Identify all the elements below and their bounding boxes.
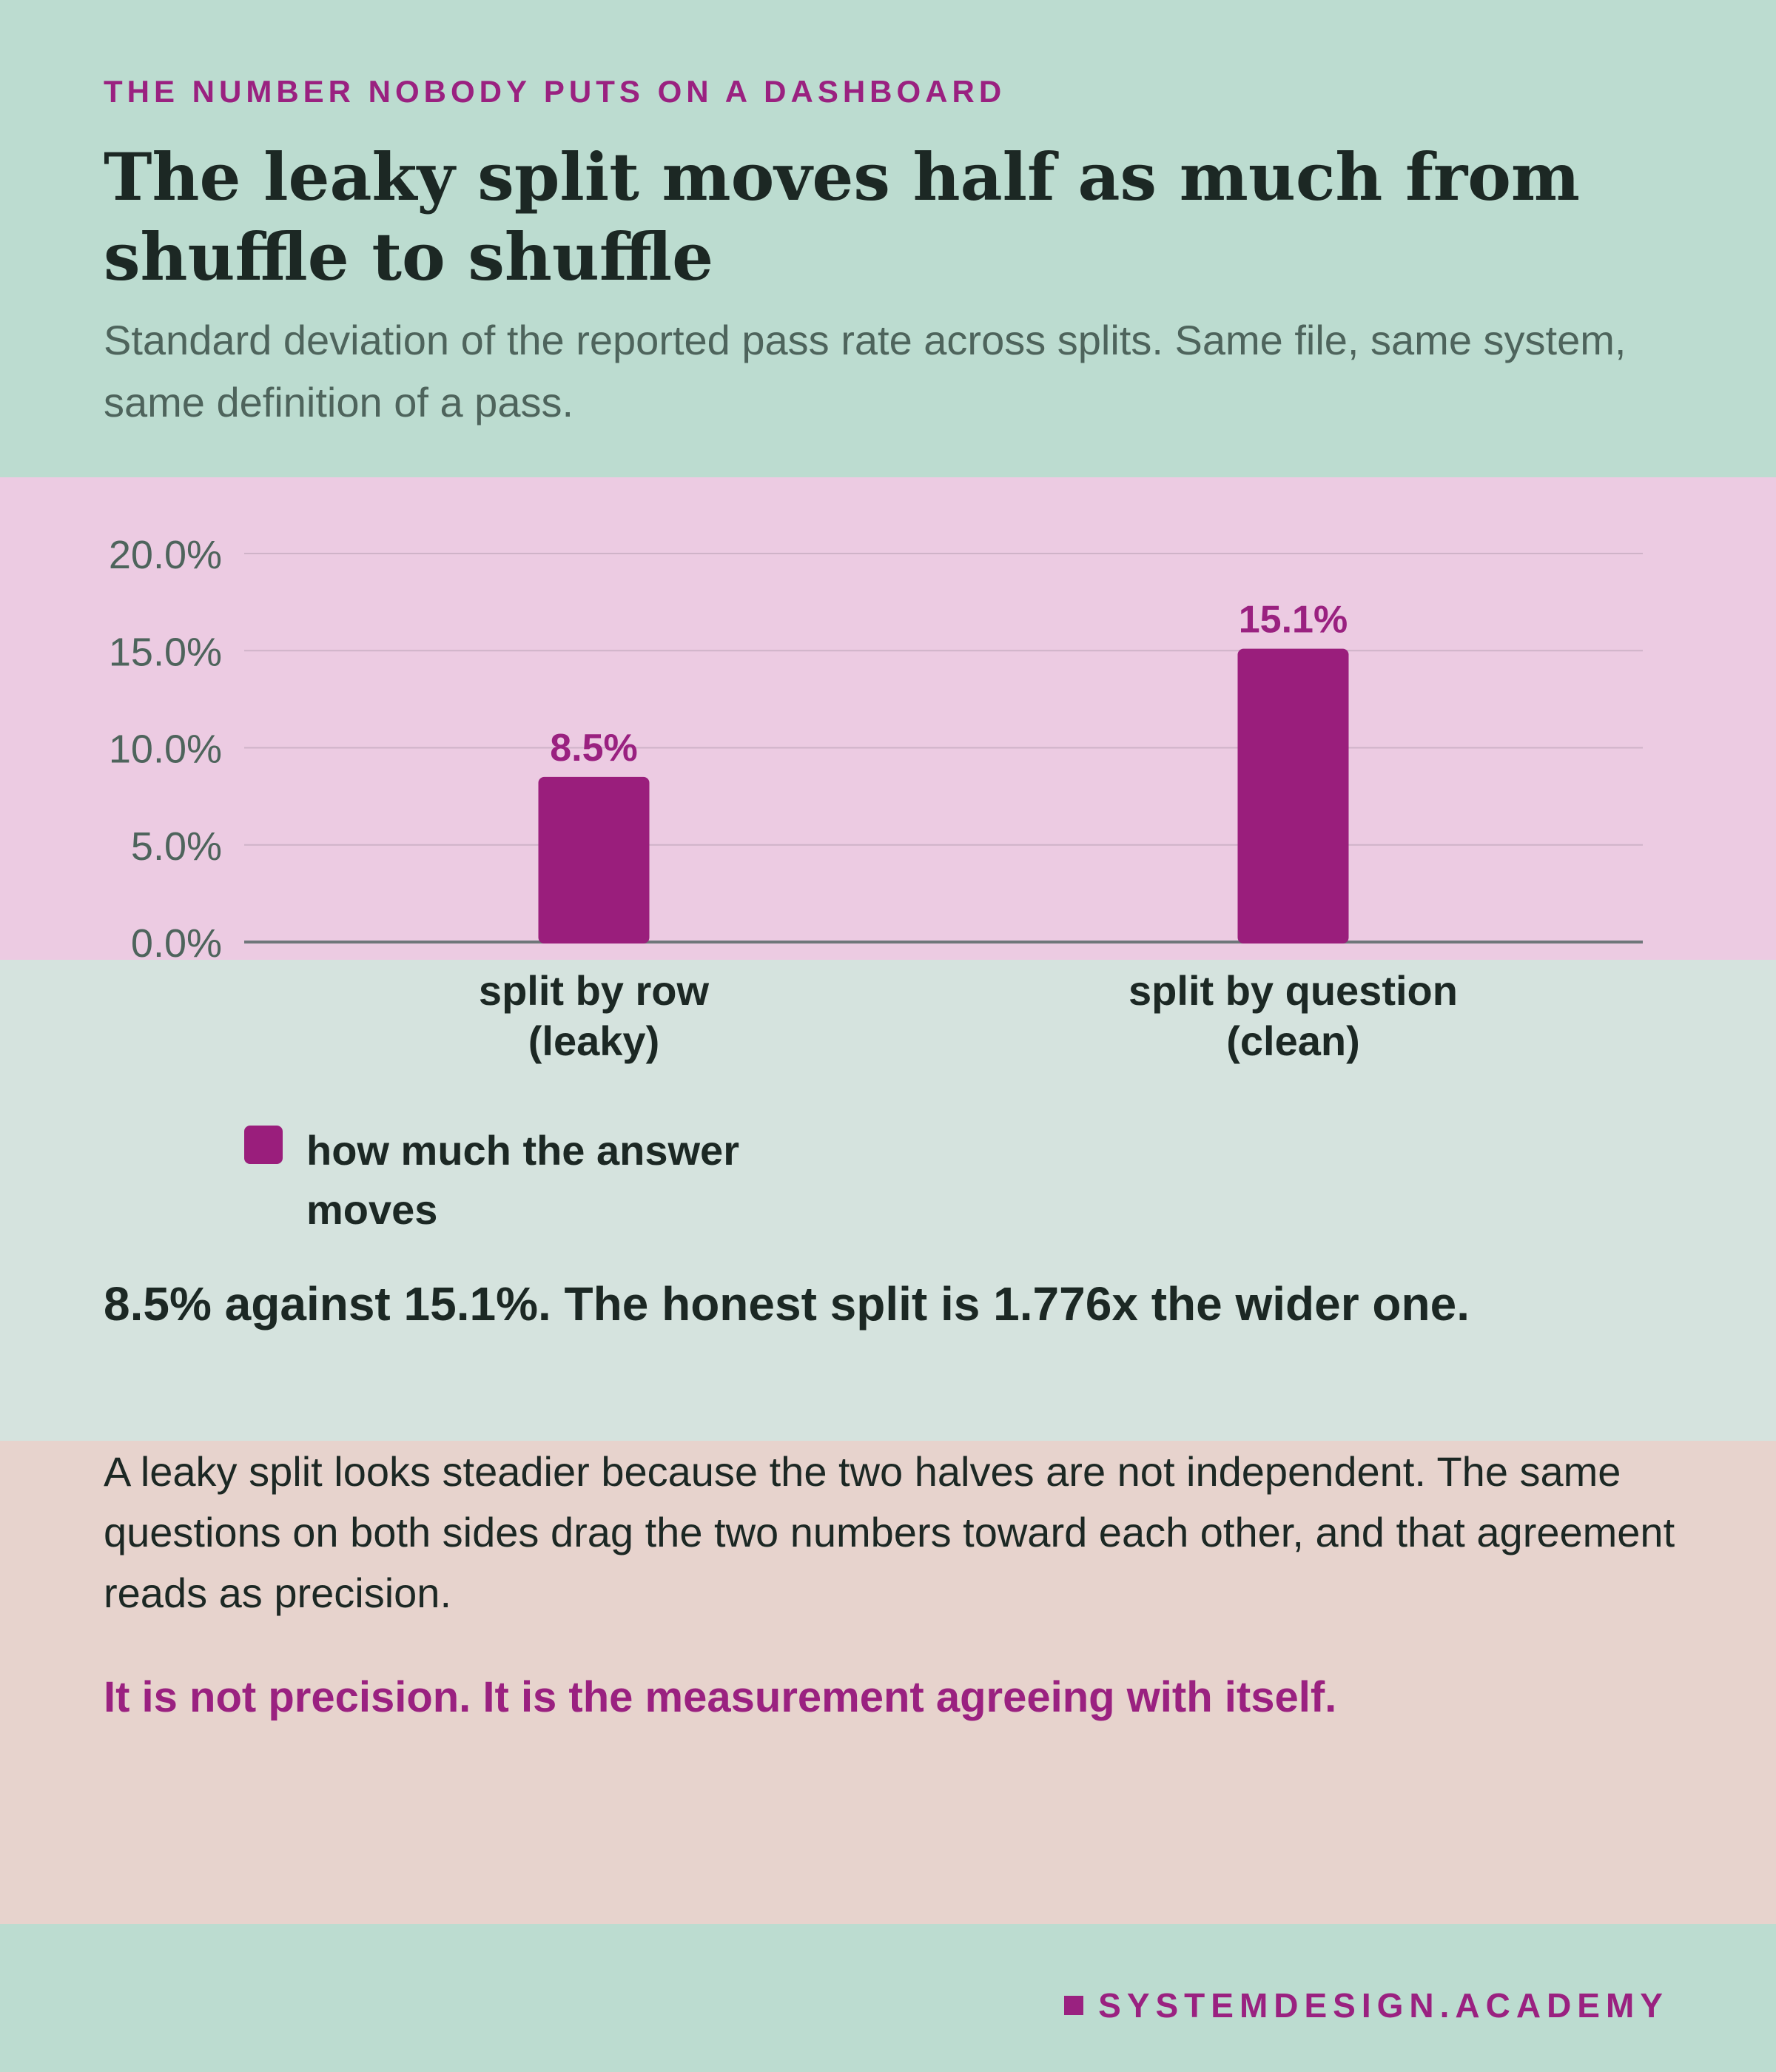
x-category-label: (leaky) <box>528 1018 659 1064</box>
punchline: It is not precision. It is the measureme… <box>104 1673 1337 1721</box>
kicker: THE NUMBER NOBODY PUTS ON A DASHBOARD <box>104 74 1006 109</box>
y-tick-label: 20.0% <box>109 533 222 577</box>
body-text: A leaky split looks steadier because the… <box>104 1448 1675 1616</box>
legend-swatch <box>244 1126 283 1164</box>
bar <box>1237 648 1349 944</box>
legend-band <box>0 960 1776 1441</box>
y-tick-label: 0.0% <box>131 921 222 966</box>
footer-brand: SYSTEMDESIGN.ACADEMY <box>1098 1986 1669 2025</box>
x-category-label: (clean) <box>1226 1018 1360 1064</box>
legend: how much the answer moves <box>244 1121 869 1240</box>
chart-subtitle: Standard deviation of the reported pass … <box>104 317 1627 426</box>
bar-chart: 0.0%5.0%10.0%15.0%20.0%8.5%split by row(… <box>109 533 1643 1064</box>
bar <box>538 776 650 944</box>
chart-title: The leaky split moves half as much from … <box>104 138 1581 295</box>
footer-square-icon <box>1064 1996 1084 2015</box>
data-label: 8.5% <box>550 727 638 770</box>
data-label: 15.1% <box>1239 599 1348 642</box>
x-category-label: split by question <box>1128 967 1458 1014</box>
legend-label: how much the answer moves <box>306 1127 739 1233</box>
y-tick-label: 15.0% <box>109 630 222 674</box>
header-band <box>0 0 1776 477</box>
x-category-label: split by row <box>479 967 710 1014</box>
takeaway: 8.5% against 15.1%. The honest split is … <box>104 1277 1470 1331</box>
body-band <box>0 1441 1776 1924</box>
footer-band <box>0 1924 1776 2072</box>
y-tick-label: 5.0% <box>131 824 222 869</box>
footer: SYSTEMDESIGN.ACADEMY <box>1064 1985 1669 2025</box>
chart-band <box>0 477 1776 960</box>
y-tick-label: 10.0% <box>109 727 222 772</box>
